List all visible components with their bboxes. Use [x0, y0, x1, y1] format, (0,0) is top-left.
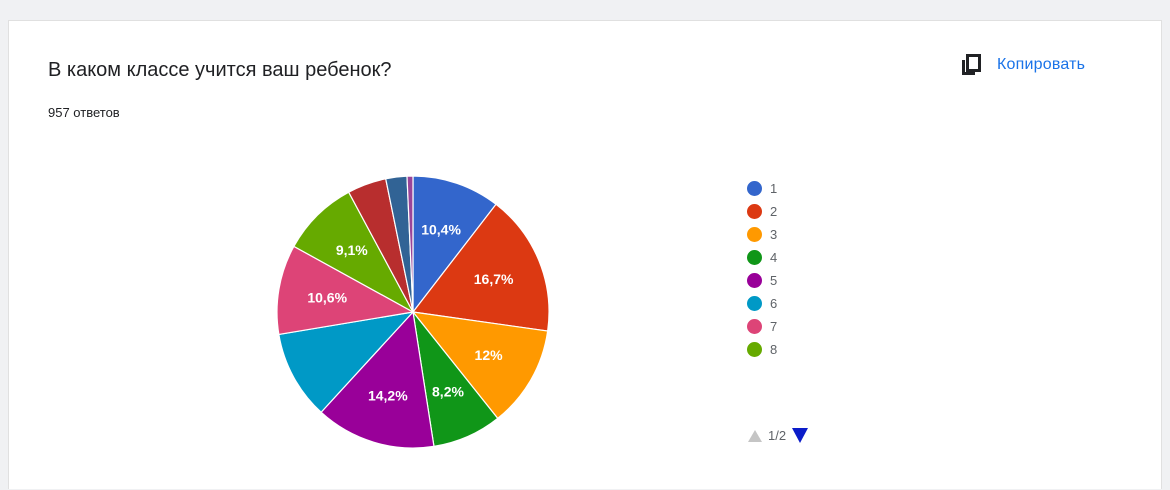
pie-slice-8[interactable]: [293, 191, 415, 314]
slice-label-8: 9,1%: [336, 242, 368, 258]
legend-label: 6: [770, 296, 778, 311]
question-title: В каком классе учится ваш ребенок?: [48, 59, 392, 81]
copy-icon: [962, 54, 981, 75]
legend-pagination: 1/2: [748, 428, 809, 443]
legend-swatch: [747, 204, 762, 219]
legend-item-5: 5: [747, 269, 777, 292]
legend-label: 7: [770, 319, 778, 334]
copy-label: Копировать: [997, 56, 1086, 73]
slice-label-2: 16,7%: [474, 271, 514, 287]
legend-swatch: [747, 250, 762, 265]
legend-swatch: [747, 181, 762, 196]
pie-chart: 10,4% 16,7% 12% 8,2% 14,2% 10,6% 9,1%: [276, 175, 550, 449]
page-up-icon: [748, 429, 762, 442]
pie-slice-6[interactable]: [278, 311, 415, 414]
legend-item-4: 4: [747, 246, 777, 269]
legend-label: 8: [770, 342, 778, 357]
legend-item-1: 1: [747, 177, 777, 200]
legend-swatch: [747, 342, 762, 357]
pie-slice-11[interactable]: [406, 175, 414, 313]
page-down-icon[interactable]: [792, 428, 809, 443]
chart-legend: 1 2 3 4 5 6 7 8: [747, 177, 777, 361]
question-card: В каком классе учится ваш ребенок? 957 о…: [8, 20, 1162, 489]
legend-item-7: 7: [747, 315, 777, 338]
pie-slice-3[interactable]: [411, 311, 549, 420]
legend-label: 2: [770, 204, 778, 219]
slice-label-7: 10,6%: [307, 289, 347, 305]
slice-label-5: 14,2%: [368, 387, 408, 403]
pie-slice-5[interactable]: [320, 310, 435, 449]
slice-label-1: 10,4%: [421, 222, 461, 238]
legend-label: 4: [770, 250, 778, 265]
legend-item-8: 8: [747, 338, 777, 361]
legend-item-2: 2: [747, 200, 777, 223]
pie-slice-2[interactable]: [411, 203, 550, 332]
legend-item-6: 6: [747, 292, 777, 315]
legend-item-3: 3: [747, 223, 777, 246]
page-indicator: 1/2: [768, 428, 787, 443]
response-count: 957 ответов: [48, 105, 120, 120]
slice-label-4: 8,2%: [432, 384, 464, 400]
slice-label-3: 12%: [475, 347, 504, 363]
legend-swatch: [747, 273, 762, 288]
legend-label: 1: [770, 181, 778, 196]
legend-swatch: [747, 296, 762, 311]
copy-button[interactable]: Копировать: [959, 53, 1085, 77]
pie-slice-7[interactable]: [276, 245, 415, 336]
pie-slice-1[interactable]: [412, 175, 497, 314]
legend-label: 5: [770, 273, 778, 288]
legend-swatch: [747, 319, 762, 334]
legend-label: 3: [770, 227, 778, 242]
legend-swatch: [747, 227, 762, 242]
